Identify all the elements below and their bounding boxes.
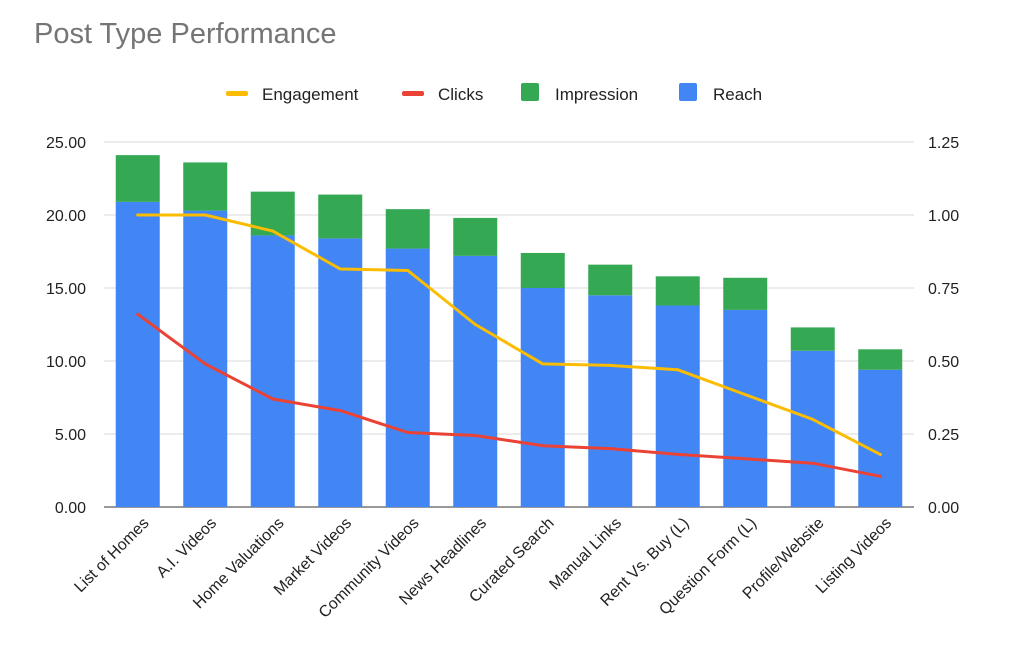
y-tick-label-left: 25.00: [46, 135, 86, 152]
bar-reach[interactable]: [858, 369, 903, 507]
bar-reach[interactable]: [723, 309, 768, 507]
bar-reach[interactable]: [655, 305, 700, 507]
point-clicks[interactable]: [541, 444, 545, 448]
bar-impression[interactable]: [183, 162, 228, 211]
line-engagement[interactable]: [136, 213, 882, 456]
y-tick-label-right: 1.25: [928, 135, 959, 152]
point-engagement[interactable]: [473, 323, 477, 326]
point-clicks[interactable]: [473, 433, 477, 437]
bar-reach[interactable]: [790, 350, 835, 507]
bar-reach[interactable]: [520, 288, 565, 507]
bar-impression[interactable]: [385, 209, 430, 249]
bar-reach[interactable]: [115, 201, 160, 508]
y-tick-label-right: 1.00: [928, 208, 959, 225]
point-engagement[interactable]: [203, 213, 207, 217]
point-clicks[interactable]: [203, 362, 207, 366]
legend-swatch-impression[interactable]: [521, 83, 539, 101]
point-engagement[interactable]: [541, 362, 545, 366]
bar-reach[interactable]: [183, 210, 228, 507]
bar-impression[interactable]: [520, 252, 565, 288]
y-tick-label-left: 0.00: [55, 500, 86, 517]
bar-impression[interactable]: [723, 277, 768, 310]
chart-title: Post Type Performance: [34, 18, 337, 50]
point-clicks[interactable]: [676, 452, 680, 456]
legend-label-clicks[interactable]: Clicks: [438, 85, 483, 104]
point-clicks[interactable]: [608, 447, 612, 451]
y-tick-label-right: 0.25: [928, 427, 959, 444]
y-tick-label-right: 0.50: [928, 354, 959, 371]
y-tick-label-right: 0.75: [928, 281, 959, 298]
legend-swatch-reach[interactable]: [679, 83, 697, 101]
bar-reach[interactable]: [250, 235, 295, 507]
bar-impression[interactable]: [790, 327, 835, 351]
point-engagement[interactable]: [271, 229, 275, 233]
y-tick-label-left: 5.00: [55, 427, 86, 444]
bar-reach[interactable]: [453, 255, 498, 507]
point-engagement[interactable]: [878, 452, 882, 456]
bar-impression[interactable]: [318, 194, 363, 239]
point-engagement[interactable]: [338, 267, 342, 271]
point-clicks[interactable]: [271, 397, 275, 401]
bar-impression[interactable]: [858, 349, 903, 370]
point-clicks[interactable]: [406, 431, 410, 435]
point-engagement[interactable]: [676, 368, 680, 372]
y-tick-label-right: 0.00: [928, 500, 959, 517]
bar-impression[interactable]: [115, 155, 160, 202]
point-engagement[interactable]: [608, 363, 612, 367]
point-clicks[interactable]: [136, 312, 140, 316]
bar-reach[interactable]: [318, 238, 363, 508]
point-clicks[interactable]: [338, 409, 342, 413]
x-tick-label: List of Homes: [71, 515, 152, 596]
legend-label-impression[interactable]: Impression: [555, 85, 638, 104]
point-engagement[interactable]: [136, 213, 140, 217]
y-tick-label-left: 20.00: [46, 208, 86, 225]
bar-impression[interactable]: [655, 276, 700, 306]
point-clicks[interactable]: [878, 474, 882, 478]
bar-reach[interactable]: [385, 248, 430, 507]
legend-swatch-engagement[interactable]: [226, 91, 248, 96]
legend-label-engagement[interactable]: Engagement: [262, 85, 359, 104]
point-clicks[interactable]: [811, 461, 815, 465]
legend-label-reach[interactable]: Reach: [713, 85, 762, 104]
y-tick-label-left: 10.00: [46, 354, 86, 371]
point-engagement[interactable]: [406, 268, 410, 272]
point-clicks[interactable]: [743, 457, 747, 461]
point-engagement[interactable]: [811, 417, 815, 421]
x-tick-label: A.I. Videos: [154, 515, 221, 582]
bar-reach[interactable]: [588, 295, 633, 507]
y-tick-label-left: 15.00: [46, 281, 86, 298]
bar-impression[interactable]: [588, 264, 633, 296]
bar-impression[interactable]: [453, 217, 498, 256]
point-engagement[interactable]: [743, 393, 747, 397]
legend-swatch-clicks[interactable]: [402, 91, 424, 96]
line-clicks[interactable]: [136, 312, 882, 478]
